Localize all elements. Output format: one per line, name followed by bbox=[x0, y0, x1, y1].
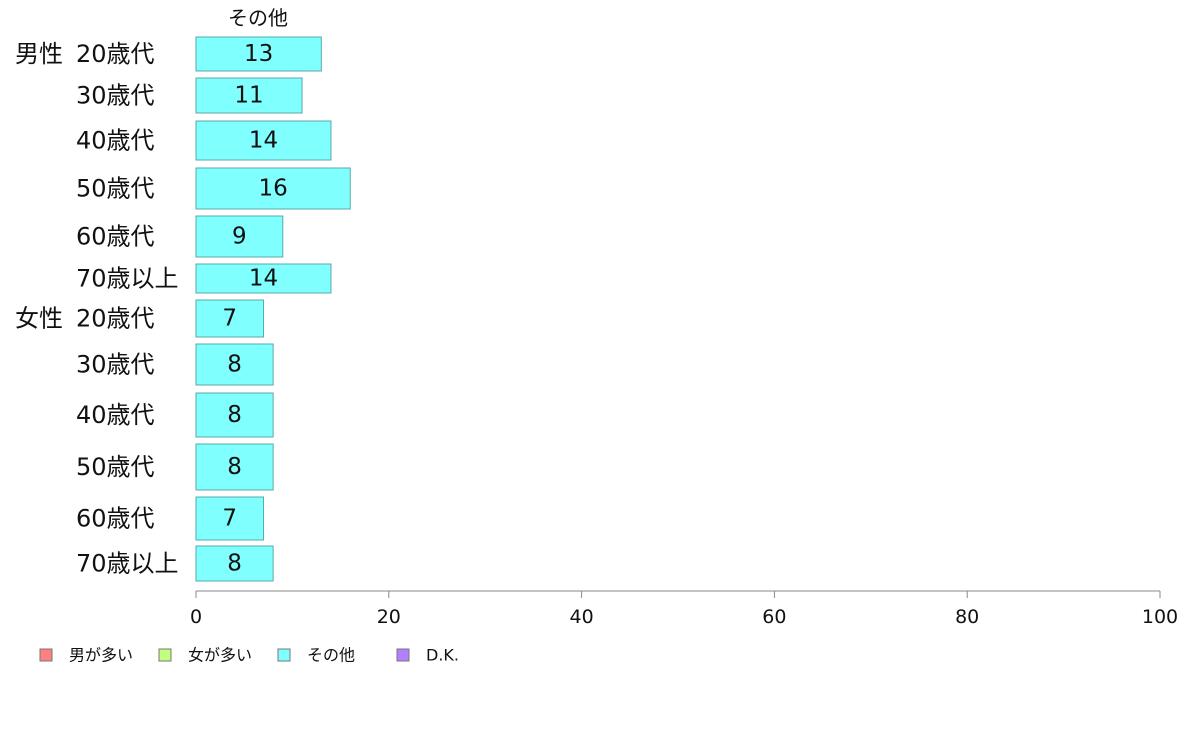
bar bbox=[195, 343, 274, 386]
legend-label: 男が多い bbox=[69, 646, 133, 665]
category-label: 70歳以上 bbox=[76, 265, 179, 293]
data-label: 9 bbox=[232, 224, 247, 250]
data-label: 8 bbox=[227, 454, 242, 480]
bar bbox=[195, 392, 274, 438]
bar bbox=[195, 215, 284, 258]
x-tick-label: 20 bbox=[377, 606, 401, 628]
bar bbox=[195, 299, 264, 338]
category-label: 50歳代 bbox=[76, 175, 155, 203]
bar bbox=[195, 36, 322, 72]
bar bbox=[195, 545, 274, 582]
bar bbox=[195, 120, 332, 161]
category-label: 30歳代 bbox=[76, 82, 155, 110]
category-label: 40歳代 bbox=[76, 127, 155, 155]
x-axis: 0 20 40 60 80 100 bbox=[190, 590, 1178, 628]
data-label: 7 bbox=[222, 306, 237, 332]
data-label: 7 bbox=[222, 506, 237, 532]
category-label: 20歳代 bbox=[76, 305, 155, 333]
group-label: 女性 bbox=[15, 305, 63, 333]
data-label: 8 bbox=[227, 352, 242, 378]
category-label: 20歳代 bbox=[76, 40, 155, 68]
legend-swatch bbox=[158, 648, 172, 662]
legend-swatch bbox=[277, 648, 291, 662]
x-tick-label: 0 bbox=[190, 606, 202, 628]
legend-label: その他 bbox=[307, 646, 355, 665]
legend: 男が多い 女が多い その他 D.K. bbox=[39, 646, 459, 665]
category-label: 60歳代 bbox=[76, 223, 155, 251]
legend-swatch bbox=[39, 648, 53, 662]
category-label: 70歳以上 bbox=[76, 550, 179, 578]
x-tick-label: 40 bbox=[570, 606, 594, 628]
bar bbox=[195, 167, 351, 210]
category-label: 60歳代 bbox=[76, 505, 155, 533]
legend-label: D.K. bbox=[426, 646, 459, 665]
x-tick-label: 60 bbox=[762, 606, 786, 628]
data-label: 8 bbox=[227, 402, 242, 428]
bar bbox=[195, 496, 264, 541]
x-tick-label: 100 bbox=[1142, 606, 1178, 628]
bar bbox=[195, 77, 303, 114]
category-label: 40歳代 bbox=[76, 401, 155, 429]
data-label: 13 bbox=[244, 41, 273, 67]
data-label: 11 bbox=[234, 83, 263, 109]
category-label: 50歳代 bbox=[76, 453, 155, 481]
bar bbox=[195, 263, 332, 294]
data-label: 8 bbox=[227, 551, 242, 577]
column-header-label: その他 bbox=[228, 6, 288, 30]
category-label: 30歳代 bbox=[76, 351, 155, 379]
data-label: 16 bbox=[258, 176, 287, 202]
legend-swatch bbox=[396, 648, 410, 662]
legend-label: 女が多い bbox=[188, 646, 252, 665]
group-label: 男性 bbox=[15, 40, 63, 68]
data-label: 14 bbox=[249, 266, 278, 292]
x-tick-label: 80 bbox=[955, 606, 979, 628]
bar bbox=[195, 443, 274, 491]
data-label: 14 bbox=[249, 128, 278, 154]
